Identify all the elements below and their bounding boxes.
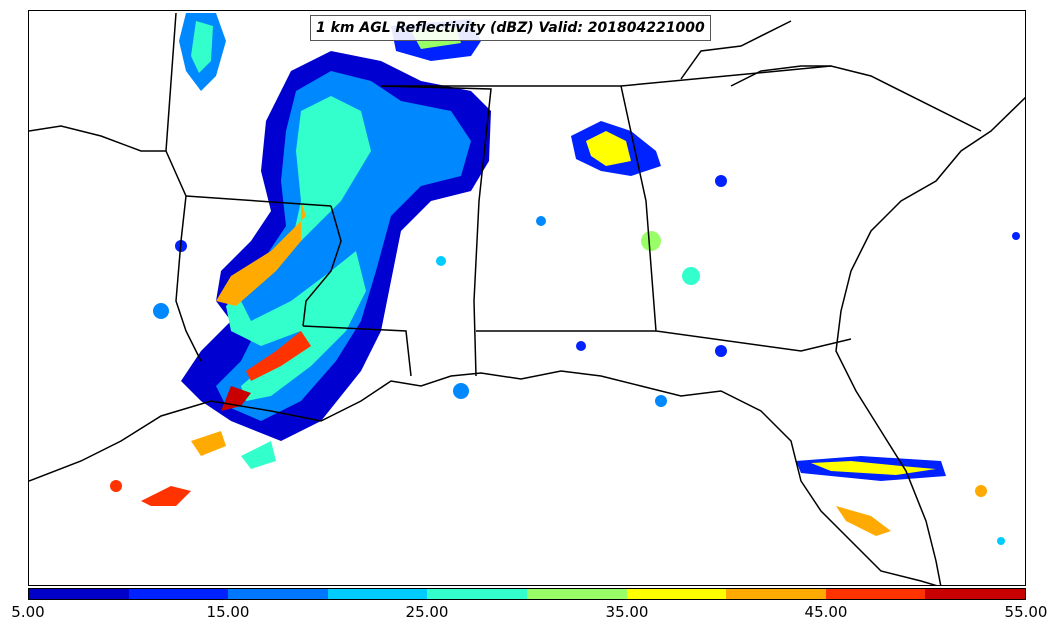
colorbar-segment <box>626 589 727 599</box>
colorbar-segment <box>228 589 328 599</box>
echo-cell <box>536 216 546 226</box>
colorbar-tick-label: 15.00 <box>206 603 250 621</box>
colorbar-tick-label: 45.00 <box>804 603 848 621</box>
colorbar-tick-label: 35.00 <box>605 603 649 621</box>
colorbar-tick-label: 25.00 <box>405 603 449 621</box>
echo-gulf-band-3 <box>241 441 276 469</box>
echo-cell <box>975 485 987 497</box>
echo-fl-cell <box>836 506 891 536</box>
state-border <box>381 85 852 352</box>
echo-cluster-al-inner <box>586 131 631 166</box>
state-border <box>302 205 342 327</box>
map-title: 1 km AGL Reflectivity (dBZ) Valid: 20180… <box>310 15 711 41</box>
coastline <box>29 370 937 585</box>
echo-cell <box>641 231 661 251</box>
echo-cell <box>576 341 586 351</box>
echo-gulf-band-2 <box>191 431 226 456</box>
colorbar-segment <box>29 589 129 599</box>
echo-band-inner <box>226 96 371 401</box>
state-border <box>302 325 412 377</box>
echo-cell <box>153 303 169 319</box>
colorbar-segment <box>427 589 527 599</box>
echo-cell <box>682 267 700 285</box>
colorbar-segment <box>825 589 926 599</box>
echo-cell <box>715 345 727 357</box>
echo-cell <box>655 395 667 407</box>
state-border <box>380 85 492 377</box>
coastline <box>730 65 831 87</box>
coastline <box>680 20 792 80</box>
echo-gulf-band <box>141 486 191 506</box>
colorbar-tick-label: 55.00 <box>1004 603 1048 621</box>
colorbar-segment <box>925 589 1025 599</box>
colorbar <box>28 588 1026 600</box>
echo-cell <box>997 537 1005 545</box>
echo-cell <box>1012 232 1020 240</box>
echo-core-1 <box>216 201 306 306</box>
state-border <box>185 195 332 207</box>
reflectivity-field <box>110 13 1020 545</box>
colorbar-segment <box>526 589 627 599</box>
echo-cell <box>453 383 469 399</box>
echo-cell <box>436 256 446 266</box>
echo-core-3 <box>221 386 251 411</box>
reflectivity-map <box>29 12 1025 585</box>
coastline <box>835 96 1025 585</box>
colorbar-segment <box>327 589 428 599</box>
echo-band-nw-inner <box>191 21 213 73</box>
colorbar-tick-label: 5.00 <box>11 603 45 621</box>
echo-core-2 <box>246 331 311 381</box>
coastline <box>29 125 166 152</box>
geographic-boundaries <box>29 12 1025 585</box>
colorbar-segment <box>726 589 826 599</box>
state-border <box>620 65 982 132</box>
echo-cell <box>715 175 727 187</box>
echo-cell <box>110 480 122 492</box>
echo-fl-band-inner <box>811 461 936 475</box>
colorbar-segment <box>128 589 229 599</box>
map-panel <box>28 10 1026 586</box>
